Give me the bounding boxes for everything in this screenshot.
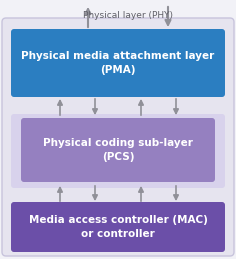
Text: Physical coding sub-layer
(PCS): Physical coding sub-layer (PCS) — [43, 138, 193, 162]
FancyBboxPatch shape — [11, 29, 225, 97]
FancyBboxPatch shape — [11, 202, 225, 252]
FancyBboxPatch shape — [2, 18, 234, 256]
Text: Media access controller (MAC)
or controller: Media access controller (MAC) or control… — [29, 215, 207, 239]
FancyBboxPatch shape — [21, 118, 215, 182]
Text: Physical layer (PHY): Physical layer (PHY) — [83, 11, 173, 20]
Text: Physical media attachment layer
(PMA): Physical media attachment layer (PMA) — [21, 51, 215, 75]
FancyBboxPatch shape — [11, 114, 225, 188]
